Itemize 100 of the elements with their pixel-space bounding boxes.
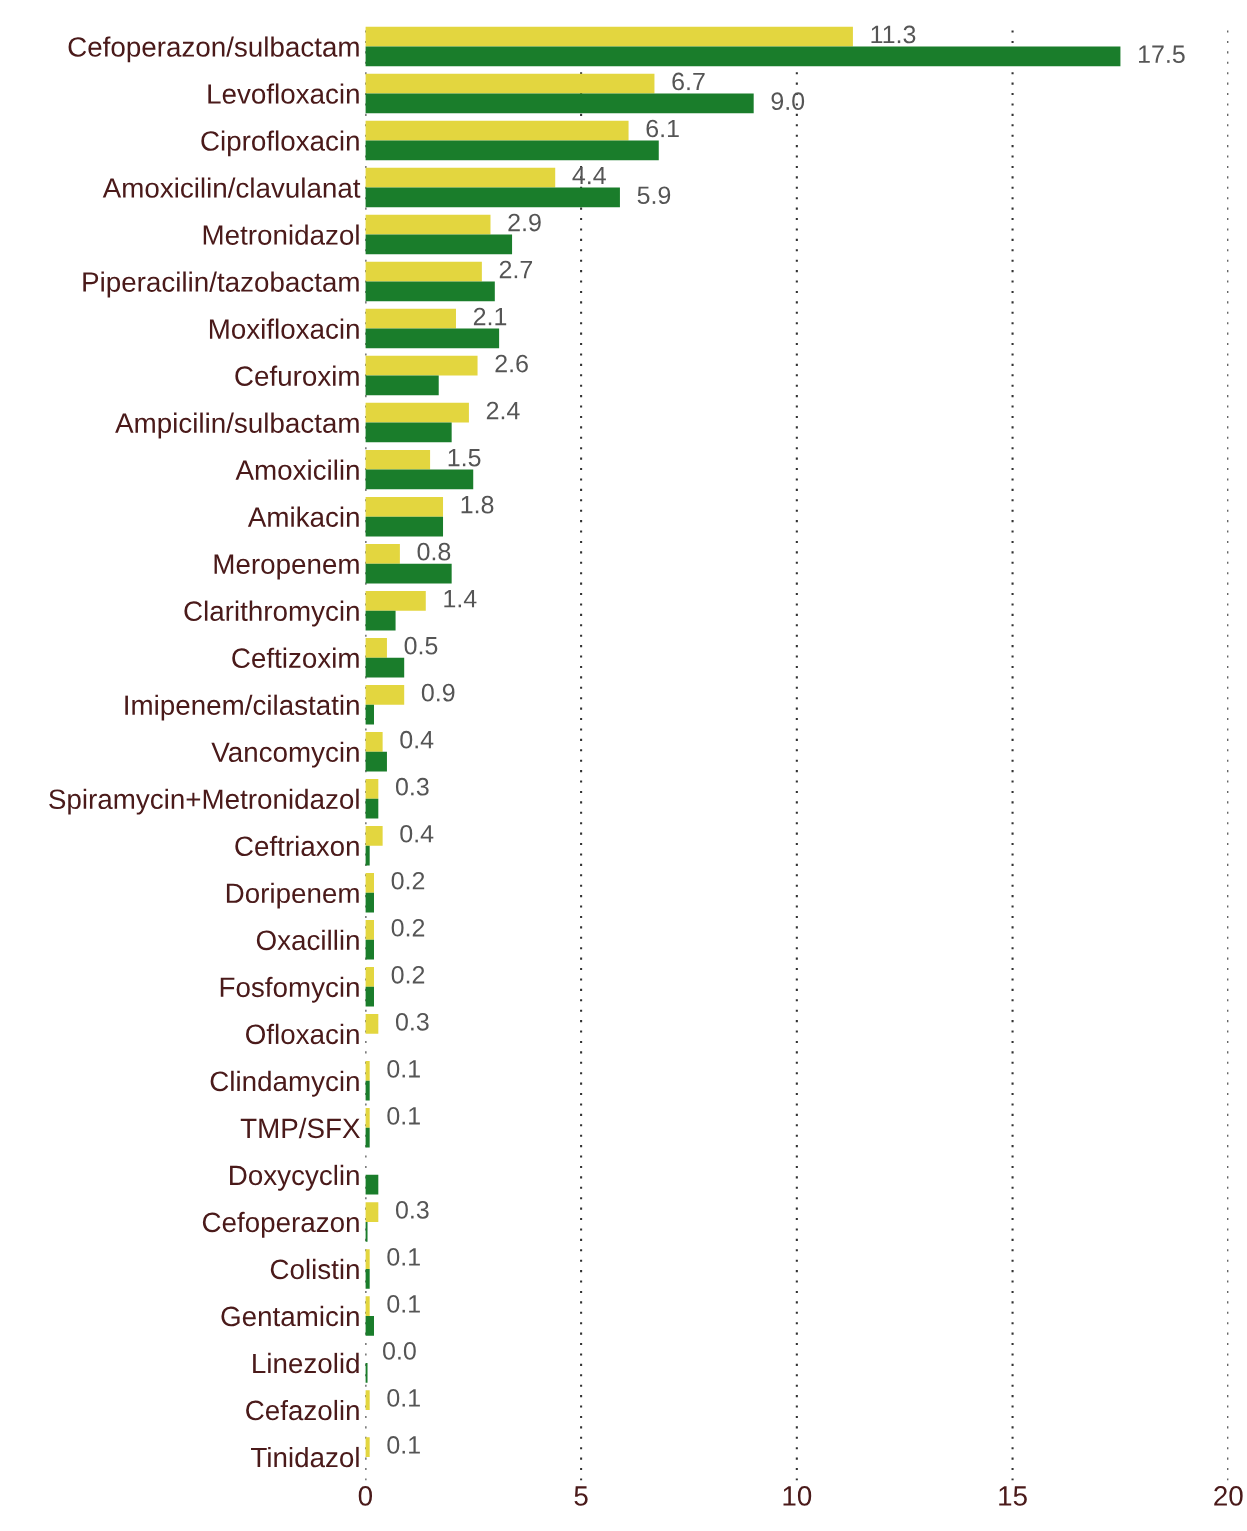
data-label: 9.0 — [771, 92, 805, 111]
bar — [365, 873, 374, 893]
y-tick-label: Amoxicilin — [235, 459, 359, 480]
bar — [365, 261, 482, 282]
data-label: 0.3 — [395, 1201, 429, 1219]
bar — [365, 469, 474, 490]
data-label: 1.5 — [448, 449, 481, 467]
bar — [365, 1127, 370, 1148]
bar — [365, 1315, 374, 1336]
data-label: 0.9 — [421, 683, 455, 702]
bar — [365, 590, 426, 611]
x-tick-label: 5 — [574, 1486, 588, 1506]
bar — [365, 234, 513, 255]
y-tick-label: Vancomycin — [211, 741, 359, 768]
y-tick-label: TMP/SFX — [240, 1117, 360, 1139]
bar — [365, 1080, 370, 1101]
y-tick-label: Oxacillin — [256, 929, 359, 951]
data-label: 17.5 — [1139, 45, 1185, 64]
y-tick-label: Fosfomycin — [220, 976, 359, 1003]
data-label: 0.1 — [387, 1295, 420, 1313]
x-tick-label: 10 — [783, 1486, 812, 1506]
y-tick-label: Linezolid — [253, 1352, 359, 1374]
bar — [365, 355, 478, 376]
y-tick-label: Ceftizoxim — [232, 647, 359, 669]
data-label: 2.9 — [508, 213, 541, 232]
bar — [365, 496, 444, 517]
bar — [365, 1390, 370, 1410]
bar — [365, 1437, 370, 1457]
data-label: 0.1 — [387, 1389, 420, 1407]
data-label: 6.1 — [646, 119, 679, 138]
y-tick-label: Doxycyclin — [230, 1164, 359, 1191]
data-label: 0.1 — [387, 1106, 420, 1125]
data-label: 0.3 — [395, 777, 429, 796]
bar — [365, 281, 495, 302]
data-label: 11.3 — [871, 25, 916, 44]
data-label: 2.6 — [495, 354, 528, 373]
bar — [365, 892, 374, 913]
bar — [365, 1061, 370, 1081]
x-tick-label: 15 — [999, 1486, 1027, 1506]
bar — [365, 657, 405, 678]
y-tick-label: Ofloxacin — [246, 1023, 359, 1045]
y-tick-label: Amoxicilin/clavulanat — [102, 177, 361, 198]
bar — [365, 939, 374, 960]
data-label: 0.8 — [417, 542, 451, 561]
data-label: 2.1 — [473, 307, 507, 326]
x-tick-label: 0 — [358, 1486, 373, 1506]
y-tick-label: Metronidazol — [203, 224, 359, 245]
bar — [365, 46, 1121, 67]
bar — [365, 920, 374, 940]
bar — [365, 637, 387, 658]
bar — [365, 543, 400, 564]
bar — [365, 214, 491, 235]
bar — [365, 140, 659, 161]
data-label: 2.4 — [486, 401, 520, 420]
bar — [365, 93, 754, 114]
bar — [365, 986, 374, 1007]
data-label: 5.9 — [637, 186, 671, 205]
bar — [365, 751, 387, 772]
bar — [365, 120, 629, 141]
y-tick-label: Spiramycin+Metronidazol — [49, 788, 359, 815]
data-label: 0.2 — [391, 871, 425, 890]
y-tick-label: Amikacin — [247, 506, 359, 527]
data-label: 0.5 — [404, 636, 438, 655]
bar — [365, 1108, 370, 1128]
bar — [365, 187, 620, 208]
bar — [365, 1014, 379, 1034]
x-tick-label: 20 — [1214, 1486, 1243, 1506]
bar — [365, 26, 853, 47]
bar — [365, 731, 383, 752]
bar — [365, 1221, 368, 1242]
bar — [365, 1296, 370, 1316]
y-tick-label: Imipenem/cilastatin — [125, 694, 359, 721]
bar — [365, 73, 655, 94]
y-tick-label: Cefazolin — [246, 1399, 359, 1421]
bar — [365, 563, 452, 584]
y-tick-label: Moxifloxacin — [209, 318, 359, 339]
data-label: 0.1 — [387, 1436, 420, 1454]
data-label: 2.7 — [499, 260, 533, 279]
y-tick-label: Cefoperazon — [202, 1211, 359, 1238]
bar — [365, 1202, 379, 1222]
y-tick-label: Clarithromycin — [184, 600, 359, 627]
bar — [365, 167, 556, 188]
bar — [365, 1362, 368, 1383]
y-tick-label: Cefuroxim — [235, 365, 359, 386]
bar — [365, 422, 452, 443]
y-tick-label: Ciprofloxacin — [201, 130, 359, 157]
bar — [365, 1249, 370, 1269]
y-tick-label: Piperacilin/tazobactam — [83, 271, 359, 298]
data-label: 1.4 — [444, 590, 477, 608]
data-label: 0.1 — [387, 1059, 420, 1078]
bar — [365, 328, 500, 349]
bar — [365, 375, 439, 396]
bar — [365, 402, 469, 423]
y-tick-label: Levofloxacin — [208, 83, 359, 104]
data-label: 0.2 — [391, 918, 425, 937]
data-label: 0.4 — [400, 730, 434, 749]
data-label: 0.0 — [383, 1342, 416, 1360]
bar — [365, 826, 383, 846]
data-label: 6.7 — [672, 72, 705, 91]
data-label: 0.2 — [391, 965, 425, 984]
